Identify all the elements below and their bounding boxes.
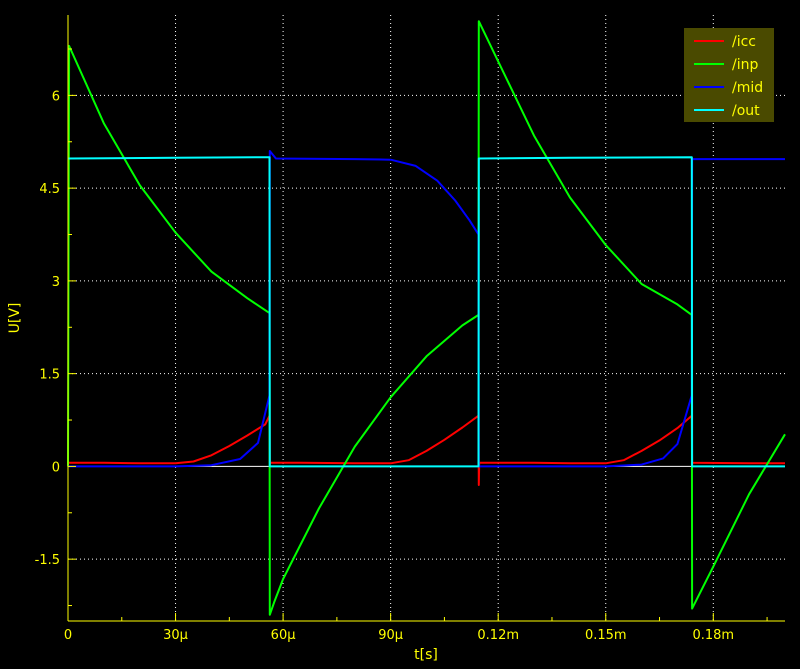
y-tick-label: 3 bbox=[52, 275, 60, 290]
x-tick-label: 0.18m bbox=[692, 628, 734, 643]
y-tick-label: 4.5 bbox=[39, 182, 60, 197]
series-group bbox=[67, 20, 786, 616]
legend-label-icc: /icc bbox=[732, 34, 756, 50]
y-tick-label: 1.5 bbox=[39, 368, 60, 383]
legend-label-mid: /mid bbox=[732, 80, 763, 96]
tick-labels: 0 30µ 60µ 90µ 0.12m 0.15m 0.18m -1.5 0 1.5 3 4.5 6 bbox=[35, 89, 734, 643]
x-tick-label: 0 bbox=[64, 628, 72, 643]
y-tick-label: -1.5 bbox=[35, 553, 60, 568]
series-inp-line bbox=[67, 20, 786, 616]
legend-label-out: /out bbox=[732, 103, 760, 119]
y-tick-label: 0 bbox=[52, 460, 60, 475]
series-mid-line bbox=[68, 150, 785, 468]
series-out-line bbox=[67, 156, 785, 468]
x-tick-label: 30µ bbox=[163, 628, 188, 643]
legend-label-inp: /inp bbox=[732, 57, 758, 73]
legend: /icc/inp/mid/out bbox=[684, 28, 774, 122]
legend-box bbox=[684, 28, 774, 122]
x-tick-label: 60µ bbox=[271, 628, 296, 643]
y-axis-title: U[V] bbox=[7, 303, 23, 334]
y-tick-label: 6 bbox=[52, 89, 60, 104]
axes bbox=[67, 15, 785, 622]
x-tick-label: 90µ bbox=[378, 628, 403, 643]
x-tick-label: 0.12m bbox=[477, 628, 519, 643]
series-icc-line bbox=[68, 414, 785, 486]
x-tick-label: 0.15m bbox=[585, 628, 627, 643]
x-axis-title: t[s] bbox=[414, 647, 438, 663]
